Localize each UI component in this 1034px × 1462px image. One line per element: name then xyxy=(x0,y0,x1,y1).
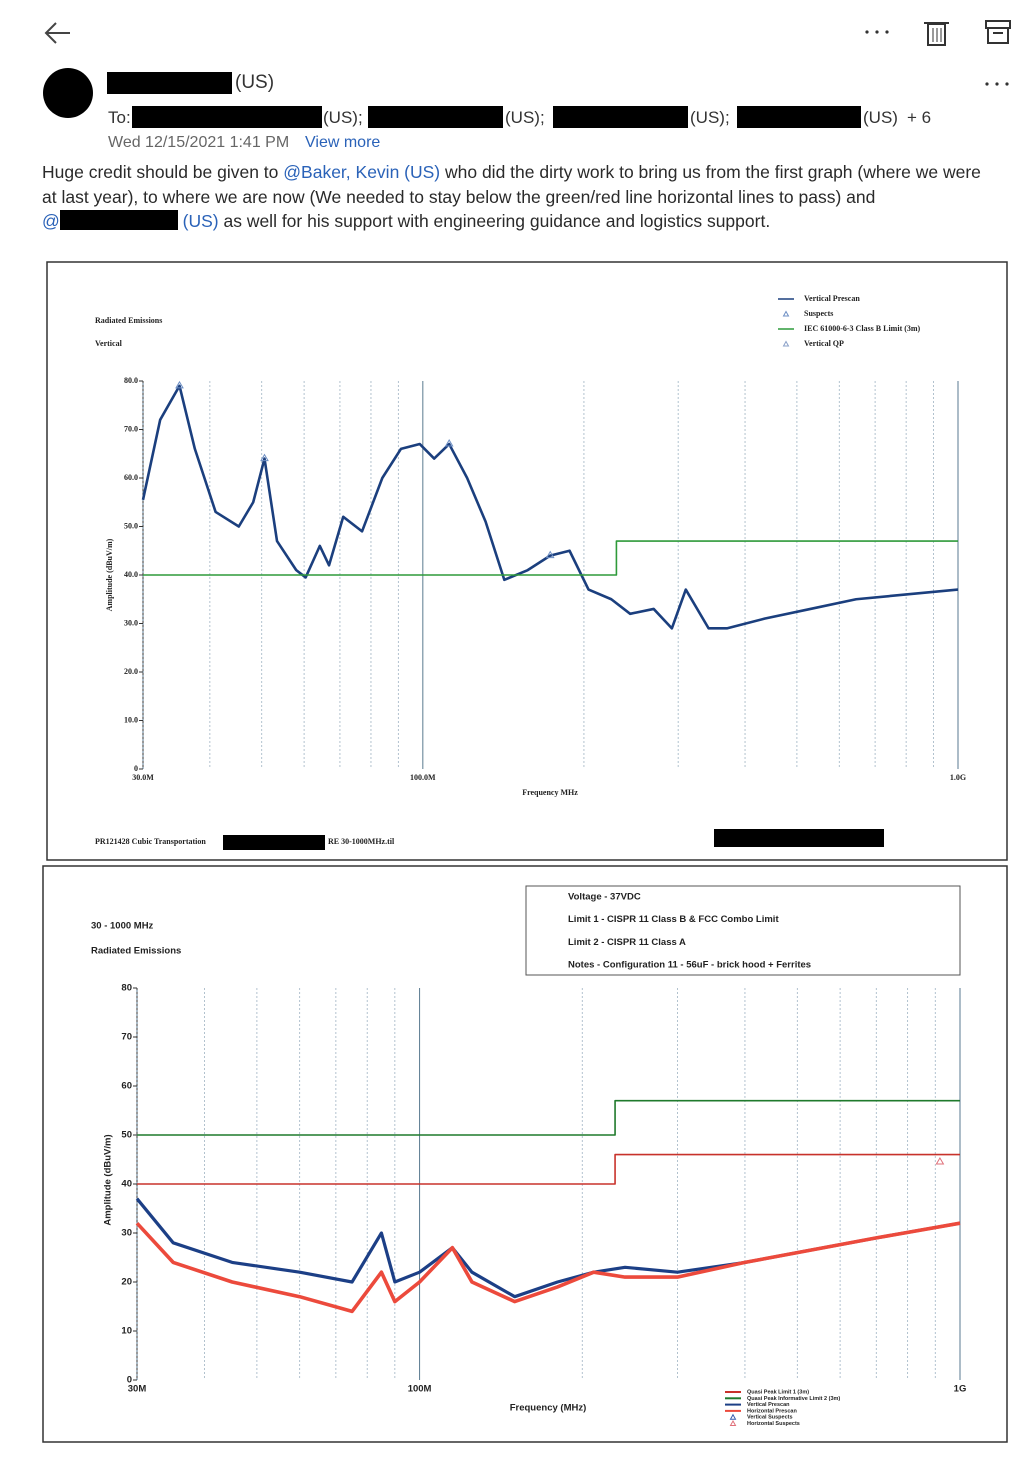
legend-label: Vertical Prescan xyxy=(804,294,860,303)
chart-title: Radiated Emissions xyxy=(95,316,162,325)
legend-swatch xyxy=(782,310,790,317)
y-tick-label: 80 xyxy=(121,983,132,994)
y-axis-label: Amplitude (dBuV/m) xyxy=(105,538,114,611)
x-axis-label: Frequency MHz xyxy=(522,788,578,797)
more-icon[interactable] xyxy=(980,74,1014,94)
redaction xyxy=(714,829,884,847)
redaction xyxy=(132,106,322,128)
suspect-marker xyxy=(175,380,184,389)
x-tick-label: 30.0M xyxy=(132,773,154,782)
legend-label: Horizontal Suspects xyxy=(747,1421,800,1427)
y-tick-label: 20 xyxy=(121,1277,132,1288)
redaction xyxy=(368,106,503,128)
suspect-marker xyxy=(935,1156,945,1165)
y-tick-label: 30 xyxy=(121,1228,132,1239)
y-tick-label: 10 xyxy=(121,1326,132,1337)
y-tick-label: 10.0 xyxy=(124,715,138,724)
y-tick-label: 0 xyxy=(134,764,138,773)
y-tick-label: 40.0 xyxy=(124,570,138,579)
back-arrow[interactable] xyxy=(40,18,74,48)
redaction xyxy=(107,72,232,94)
y-tick-label: 60.0 xyxy=(124,473,138,482)
mention[interactable]: (US) xyxy=(182,211,219,231)
series-line xyxy=(143,540,958,576)
date: Wed 12/15/2021 1:41 PM xyxy=(108,134,290,151)
chart-frame xyxy=(46,261,1008,861)
redaction xyxy=(737,106,861,128)
y-tick-label: 50.0 xyxy=(124,521,138,530)
recipient: (US); xyxy=(505,108,545,127)
legend-label: Horizontal Prescan xyxy=(747,1408,797,1414)
series-line xyxy=(141,384,959,630)
legend-label: Suspects xyxy=(804,309,833,318)
y-tick-label: 70 xyxy=(121,1032,132,1043)
chart-subtitle: Vertical xyxy=(95,339,123,348)
x-tick-label: 1G xyxy=(954,1384,967,1395)
y-tick-label: 0 xyxy=(127,1375,132,1386)
recipient: (US); xyxy=(690,108,730,127)
avatar xyxy=(43,68,93,118)
series-line xyxy=(137,1153,960,1185)
x-tick-label: 100.0M xyxy=(410,773,436,782)
y-tick-label: 50 xyxy=(121,1130,132,1141)
series-line xyxy=(135,1221,961,1314)
y-tick-label: 20.0 xyxy=(124,667,138,676)
to-label: To: xyxy=(108,108,131,127)
recipient: (US) xyxy=(863,108,898,127)
redaction xyxy=(223,835,325,850)
note: Voltage - 37VDC xyxy=(568,892,641,903)
mention[interactable]: @ xyxy=(42,211,60,231)
note: Notes - Configuration 11 - 56uF - brick … xyxy=(568,960,811,971)
legend-swatch xyxy=(729,1413,737,1420)
y-tick-label: 80.0 xyxy=(124,376,138,385)
mention[interactable]: @Baker, Kevin (US) xyxy=(283,162,441,182)
y-tick-label: 60 xyxy=(121,1081,132,1092)
chart-subtitle: Radiated Emissions xyxy=(91,946,181,957)
redaction xyxy=(59,210,178,230)
note: Limit 2 - CISPR 11 Class A xyxy=(568,937,686,948)
y-axis-label: Amplitude (dBuV/m) xyxy=(103,1134,114,1225)
body-text: as well for his support with engineering… xyxy=(218,211,771,231)
sender-suffix: (US) xyxy=(235,72,275,93)
y-tick-label: 30.0 xyxy=(124,618,138,627)
suspect-marker xyxy=(444,439,454,447)
legend-label: Vertical QP xyxy=(804,339,844,348)
legend-label: Vertical Prescan xyxy=(747,1402,790,1408)
legend-label: IEC 61000-6-3 Class B Limit (3m) xyxy=(804,324,921,333)
email-body: Huge credit should be given to @Baker, K… xyxy=(42,160,992,234)
x-tick-label: 1.0G xyxy=(950,773,966,782)
notes-box xyxy=(525,885,961,976)
legend-label: Vertical Suspects xyxy=(747,1415,793,1421)
body-text: Huge credit should be given to xyxy=(42,162,284,182)
x-tick-label: 30M xyxy=(128,1384,147,1395)
x-tick-label: 100M xyxy=(408,1384,432,1395)
more-recipients[interactable]: + 6 xyxy=(907,108,932,127)
legend-swatch xyxy=(729,1419,737,1426)
suspect-marker xyxy=(260,453,269,462)
recipient: (US); xyxy=(323,108,363,127)
body-text: who did the dirty work to bring us from … xyxy=(42,162,981,207)
view-more[interactable]: View more xyxy=(305,134,381,151)
suspect-marker xyxy=(545,550,555,559)
legend-label: Quasi Peak Informative Limit 2 (3m) xyxy=(747,1396,840,1402)
footer: PR121428 Cubic Transportation xyxy=(95,837,206,846)
legend-label: Quasi Peak Limit 1 (3m) xyxy=(747,1389,809,1395)
y-tick-label: 70.0 xyxy=(124,424,138,433)
series-line xyxy=(137,1099,960,1136)
redaction xyxy=(553,106,688,128)
note: Limit 1 - CISPR 11 Class B & FCC Combo L… xyxy=(568,914,779,925)
legend-swatch xyxy=(782,340,790,347)
footer: RE 30-1000MHz.til xyxy=(328,837,395,846)
x-axis-label: Frequency (MHz) xyxy=(510,1403,587,1414)
y-tick-label: 40 xyxy=(121,1179,132,1190)
toolbar-icons[interactable] xyxy=(860,18,1020,48)
chart-title: 30 - 1000 MHz xyxy=(91,921,154,932)
